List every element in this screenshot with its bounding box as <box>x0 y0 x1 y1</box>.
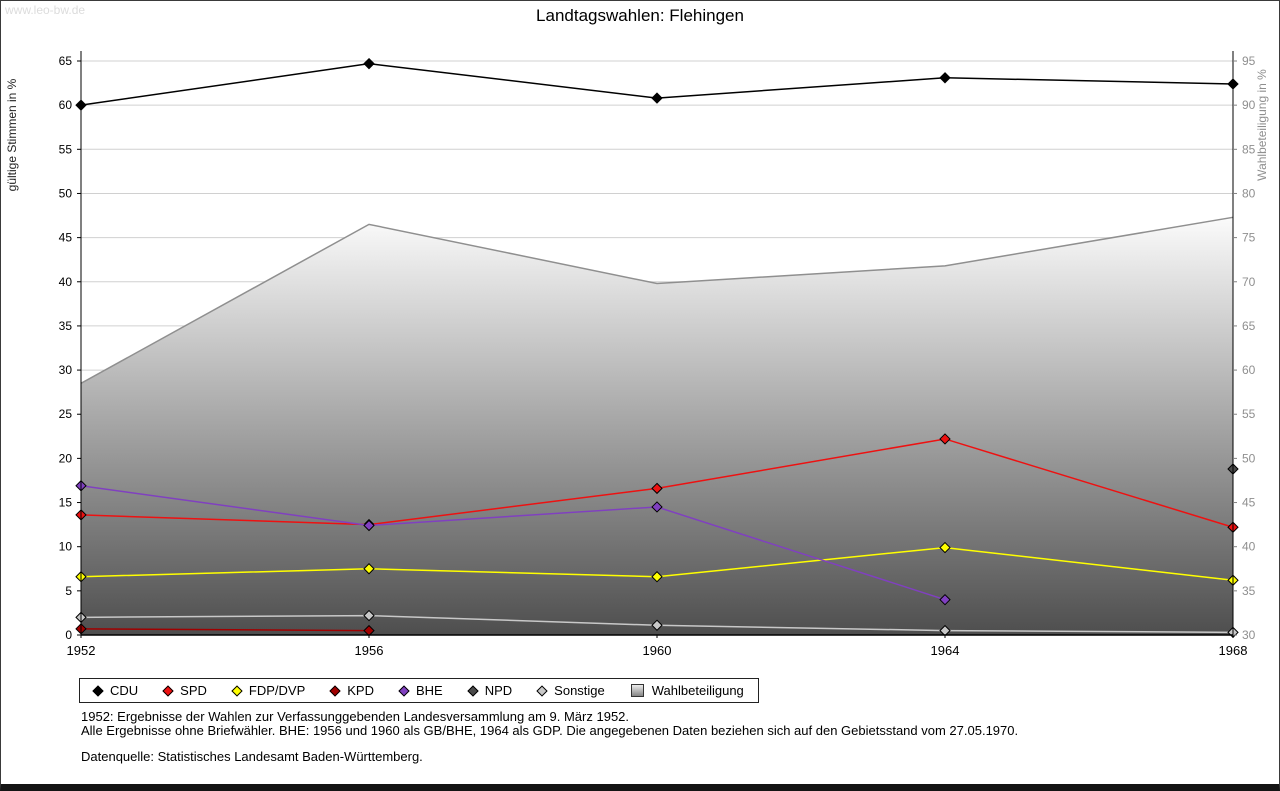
legend-item-spd: SPD <box>162 683 207 698</box>
svg-text:1960: 1960 <box>643 643 672 658</box>
data-point-BHE-1960 <box>651 501 663 513</box>
svg-text:55: 55 <box>1242 407 1256 421</box>
svg-text:65: 65 <box>1242 319 1256 333</box>
legend-item-sonstige: Sonstige <box>536 683 605 698</box>
data-point-FDP-DVP-1964 <box>939 541 951 554</box>
svg-text:20: 20 <box>59 451 73 465</box>
legend-label: KPD <box>347 683 374 698</box>
data-point-SPD-1964 <box>939 433 951 445</box>
axes: 0 5 10 15 20 25 30 35 40 45 50 55 60 65 30 35 40 45 50 55 60… <box>5 51 1269 658</box>
diamond-marker-icon <box>92 684 104 697</box>
svg-text:1968: 1968 <box>1219 643 1248 658</box>
svg-text:0: 0 <box>65 628 72 642</box>
svg-text:1956: 1956 <box>355 643 384 658</box>
left-axis-title: gültige Stimmen in % <box>5 78 19 191</box>
data-point-BHE-1964 <box>939 593 951 606</box>
footnote-line-2: Alle Ergebnisse ohne Briefwähler. BHE: 1… <box>81 722 1019 738</box>
svg-text:50: 50 <box>59 186 73 200</box>
data-point-SPD-1960 <box>651 482 663 495</box>
diamond-marker-icon <box>329 684 341 697</box>
svg-text:5: 5 <box>65 584 72 598</box>
data-point-Sonstige-1960 <box>651 619 663 631</box>
legend-label: SPD <box>180 683 207 698</box>
legend: CDU SPD FDP/DVP KPD BHE NPD Sonstige Wahlbeteil… <box>79 678 759 703</box>
data-point-Sonstige-1956 <box>363 609 375 622</box>
data-point-FDP-DVP-1956 <box>363 563 375 575</box>
footnote-source: Datenquelle: Statistisches Landesamt Bad… <box>81 749 423 764</box>
svg-text:50: 50 <box>1242 451 1256 465</box>
legend-item-fdp-dvp: FDP/DVP <box>231 683 306 698</box>
svg-text:45: 45 <box>1242 496 1256 510</box>
svg-text:35: 35 <box>59 319 73 333</box>
svg-text:45: 45 <box>59 231 73 245</box>
data-point-CDU-1964 <box>939 72 951 84</box>
data-point-BHE-1956 <box>363 519 375 532</box>
legend-label: BHE <box>415 683 443 698</box>
svg-text:15: 15 <box>59 496 73 510</box>
diamond-marker-icon <box>231 684 243 697</box>
legend-label: NPD <box>484 683 513 698</box>
footnotes: 1952: Ergebnisse der Wahlen zur Verfassu… <box>81 710 1241 764</box>
svg-text:95: 95 <box>1242 54 1256 68</box>
data-point-CDU-1956 <box>363 57 375 70</box>
svg-text:10: 10 <box>59 540 73 554</box>
watermark: www.leo-bw.de <box>5 3 86 17</box>
legend-item-kpd: KPD <box>329 683 374 698</box>
legend-item-cdu: CDU <box>92 683 139 698</box>
svg-text:70: 70 <box>1242 275 1256 289</box>
svg-text:40: 40 <box>59 275 73 289</box>
legend-label: CDU <box>110 683 139 698</box>
data-point-CDU-1960 <box>651 92 663 104</box>
right-axis-title: Wahlbeteiligung in % <box>1255 69 1269 181</box>
diamond-marker-icon <box>398 684 410 697</box>
svg-text:30: 30 <box>1242 628 1256 642</box>
svg-text:80: 80 <box>1242 186 1256 200</box>
svg-text:1964: 1964 <box>931 643 960 658</box>
svg-text:40: 40 <box>1242 540 1256 554</box>
legend-label: Sonstige <box>554 683 605 698</box>
svg-text:25: 25 <box>59 407 73 421</box>
footnote-line-1: 1952: Ergebnisse der Wahlen zur Verfassu… <box>81 709 630 724</box>
diamond-marker-icon <box>162 684 174 697</box>
series-CDU <box>75 57 1239 111</box>
election-line-chart: 0 5 10 15 20 25 30 35 40 45 50 55 60 65 30 35 40 45 50 55 60… <box>5 51 1269 658</box>
data-point-FDP-DVP-1960 <box>651 571 663 583</box>
svg-text:65: 65 <box>59 54 73 68</box>
svg-text:60: 60 <box>59 98 73 112</box>
legend-item-wahlbeteiligung: Wahlbeteiligung <box>630 683 744 698</box>
svg-text:1952: 1952 <box>67 643 96 658</box>
svg-text:35: 35 <box>1242 584 1256 598</box>
svg-text:60: 60 <box>1242 363 1256 377</box>
svg-text:90: 90 <box>1242 98 1256 112</box>
legend-item-bhe: BHE <box>398 683 443 698</box>
square-marker-icon <box>630 684 644 697</box>
legend-label: Wahlbeteiligung <box>651 683 744 698</box>
diamond-marker-icon <box>536 684 548 697</box>
svg-text:75: 75 <box>1242 231 1256 245</box>
legend-label: FDP/DVP <box>248 683 306 698</box>
diamond-marker-icon <box>467 684 479 697</box>
page-title: Landtagswahlen: Flehingen <box>536 6 744 25</box>
svg-text:85: 85 <box>1242 142 1256 156</box>
svg-text:30: 30 <box>59 363 73 377</box>
svg-text:55: 55 <box>59 142 73 156</box>
legend-item-npd: NPD <box>467 683 513 698</box>
